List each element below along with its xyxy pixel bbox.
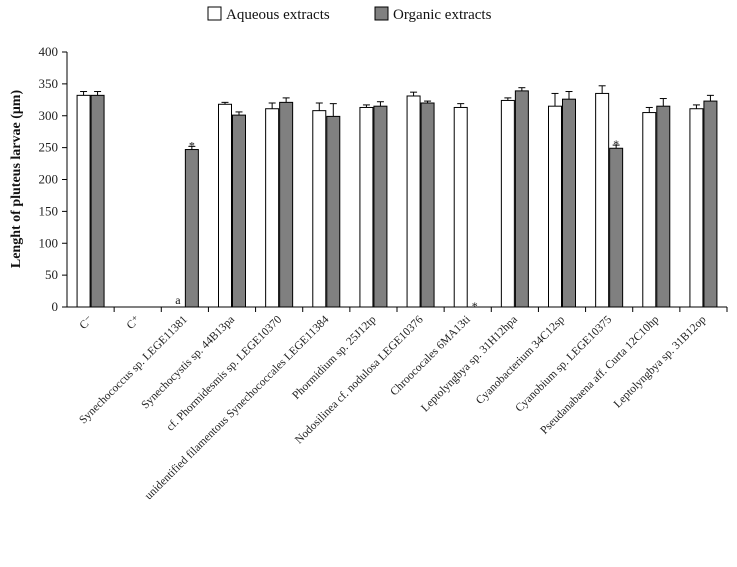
bar-aqueous bbox=[453, 106, 468, 308]
category-label: C⁺ bbox=[125, 314, 143, 332]
category-label: Leptolyngbya sp. 31H12hpa bbox=[419, 314, 520, 415]
category-label: Synechocystis sp. 44B13pa bbox=[139, 314, 237, 412]
y-tick-label: 350 bbox=[39, 76, 59, 91]
annotation-label: * bbox=[472, 299, 478, 313]
bar-organic bbox=[562, 98, 576, 308]
bar-aqueous bbox=[689, 108, 704, 308]
bar-aqueous bbox=[312, 110, 327, 308]
bar-organic bbox=[609, 147, 624, 308]
annotation-label: * bbox=[189, 138, 195, 152]
category-label: Chroococales 6MA13ti bbox=[388, 314, 473, 399]
y-tick-label: 0 bbox=[52, 299, 59, 314]
legend-label-organic: Organic extracts bbox=[393, 7, 492, 23]
category-label: unidentified filamentous Synechococcales… bbox=[143, 313, 332, 502]
y-tick-label: 300 bbox=[39, 108, 59, 123]
y-tick-label: 150 bbox=[39, 203, 59, 218]
y-tick-label: 50 bbox=[45, 267, 58, 282]
category-label: Phormidium sp. 25J12tp bbox=[290, 313, 378, 401]
bar-aqueous bbox=[76, 94, 91, 308]
bar-aqueous bbox=[218, 103, 232, 308]
bar-aqueous bbox=[359, 106, 374, 308]
bar-organic bbox=[326, 115, 341, 308]
legend-label-aqueous: Aqueous extracts bbox=[226, 7, 330, 23]
annotation-label: * bbox=[613, 137, 619, 151]
plot-area: a * * * bbox=[76, 85, 718, 313]
y-tick-label: 200 bbox=[39, 172, 59, 187]
bar-organic bbox=[514, 90, 529, 308]
category-label: Leptolyngbya sp. 31B12op bbox=[612, 313, 709, 410]
x-axis: C⁻ C⁺Synechococcus sp. LEGE11381Synechocy… bbox=[67, 306, 728, 502]
bar-organic bbox=[184, 149, 199, 308]
bar-organic bbox=[373, 105, 388, 308]
bar-aqueous bbox=[406, 95, 421, 308]
legend-swatch-aqueous bbox=[207, 6, 222, 21]
legend-swatch-organic bbox=[374, 6, 389, 21]
category-label: Cyanobacterium 34C12sp bbox=[474, 313, 567, 406]
y-tick-label: 400 bbox=[39, 44, 59, 59]
bar-organic bbox=[656, 105, 671, 308]
bar-aqueous bbox=[500, 99, 515, 308]
y-axis: 0 50 100 150 200 250 300 350 400 bbox=[39, 44, 68, 314]
y-tick-label: 100 bbox=[39, 235, 59, 250]
category-label: C⁻ bbox=[77, 314, 95, 332]
category-label: Cyanobium sp. LEGE10375 bbox=[513, 313, 614, 414]
bar-organic bbox=[279, 101, 294, 308]
legend: Aqueous extracts Organic extracts bbox=[207, 6, 492, 23]
bar-aqueous bbox=[642, 112, 657, 308]
annotation-label: a bbox=[175, 293, 181, 307]
bar-aqueous bbox=[265, 108, 280, 308]
y-tick-label: 250 bbox=[39, 140, 59, 155]
y-axis-label: Lenght of pluteus larvae (μm) bbox=[9, 90, 24, 269]
bar-aqueous bbox=[548, 105, 562, 308]
bar-organic bbox=[420, 102, 435, 308]
bar-aqueous bbox=[595, 92, 610, 308]
bar-organic bbox=[703, 100, 718, 308]
bar-organic bbox=[232, 114, 246, 308]
bar-organic bbox=[90, 94, 105, 308]
